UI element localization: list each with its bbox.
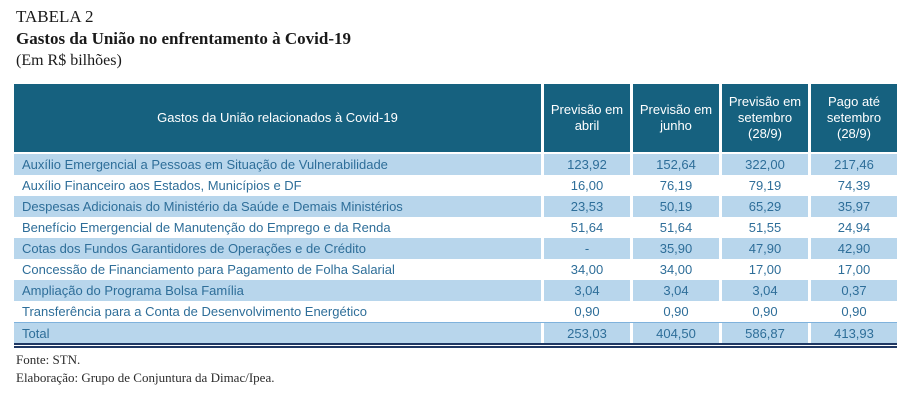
header-cell-june: Previsão em junho xyxy=(633,84,719,152)
row-value: 3,04 xyxy=(722,280,808,301)
table-row: Auxílio Emergencial a Pessoas em Situaçã… xyxy=(14,154,897,175)
row-value: 79,19 xyxy=(722,175,808,196)
header-cell-september: Previsão em setembro (28/9) xyxy=(722,84,808,152)
row-value: 16,00 xyxy=(544,175,630,196)
header-cell-paid: Pago até setembro (28/9) xyxy=(811,84,897,152)
row-value: 34,00 xyxy=(633,259,719,280)
table-row: Transferência para a Conta de Desenvolvi… xyxy=(14,301,897,322)
row-label: Auxílio Financeiro aos Estados, Municípi… xyxy=(14,175,541,196)
total-value: 253,03 xyxy=(544,323,630,343)
row-value: 76,19 xyxy=(633,175,719,196)
table-footnotes: Fonte: STN. Elaboração: Grupo de Conjunt… xyxy=(16,351,274,387)
row-value: 50,19 xyxy=(633,196,719,217)
row-value: 51,64 xyxy=(633,217,719,238)
row-label: Concessão de Financiamento para Pagament… xyxy=(14,259,541,280)
row-value: 35,90 xyxy=(633,238,719,259)
row-value: 35,97 xyxy=(811,196,897,217)
row-value: 17,00 xyxy=(722,259,808,280)
total-label: Total xyxy=(14,323,541,343)
covid-spending-table: Gastos da União relacionados à Covid-19 … xyxy=(14,84,897,348)
row-label: Auxílio Emergencial a Pessoas em Situaçã… xyxy=(14,154,541,175)
table-number: TABELA 2 xyxy=(16,7,94,26)
row-value: 0,90 xyxy=(544,301,630,322)
row-value: 65,29 xyxy=(722,196,808,217)
table-unit: (Em R$ bilhões) xyxy=(16,52,122,69)
table-title: Gastos da União no enfrentamento à Covid… xyxy=(16,29,351,48)
row-value: 3,04 xyxy=(633,280,719,301)
header-cell-april: Previsão em abril xyxy=(544,84,630,152)
row-value: 34,00 xyxy=(544,259,630,280)
source-note: Fonte: STN. xyxy=(16,352,81,367)
row-value: 322,00 xyxy=(722,154,808,175)
table-header-row: Gastos da União relacionados à Covid-19 … xyxy=(14,84,897,152)
row-value: 0,90 xyxy=(722,301,808,322)
row-value: 24,94 xyxy=(811,217,897,238)
table-row: Concessão de Financiamento para Pagament… xyxy=(14,259,897,280)
row-value: 0,37 xyxy=(811,280,897,301)
row-label: Benefício Emergencial de Manutenção do E… xyxy=(14,217,541,238)
total-value: 586,87 xyxy=(722,323,808,343)
row-value: 0,90 xyxy=(633,301,719,322)
elaboration-note: Elaboração: Grupo de Conjuntura da Dimac… xyxy=(16,370,275,385)
row-value: 123,92 xyxy=(544,154,630,175)
row-value: 152,64 xyxy=(633,154,719,175)
table-row: Benefício Emergencial de Manutenção do E… xyxy=(14,217,897,238)
table-title-block: TABELA 2 Gastos da União no enfrentament… xyxy=(16,6,351,71)
row-value: 51,64 xyxy=(544,217,630,238)
row-value: 47,90 xyxy=(722,238,808,259)
row-value: 51,55 xyxy=(722,217,808,238)
row-value: 17,00 xyxy=(811,259,897,280)
row-label: Transferência para a Conta de Desenvolvi… xyxy=(14,301,541,322)
row-value: - xyxy=(544,238,630,259)
row-value: 23,53 xyxy=(544,196,630,217)
table-total-row: Total 253,03 404,50 586,87 413,93 xyxy=(14,322,897,343)
table-row: Cotas dos Fundos Garantidores de Operaçõ… xyxy=(14,238,897,259)
row-value: 74,39 xyxy=(811,175,897,196)
row-label: Despesas Adicionais do Ministério da Saú… xyxy=(14,196,541,217)
row-value: 0,90 xyxy=(811,301,897,322)
row-value: 42,90 xyxy=(811,238,897,259)
table-row: Ampliação do Programa Bolsa Família 3,04… xyxy=(14,280,897,301)
total-value: 413,93 xyxy=(811,323,897,343)
row-label: Cotas dos Fundos Garantidores de Operaçõ… xyxy=(14,238,541,259)
header-cell-label: Gastos da União relacionados à Covid-19 xyxy=(14,84,541,152)
table-row: Auxílio Financeiro aos Estados, Municípi… xyxy=(14,175,897,196)
row-value: 217,46 xyxy=(811,154,897,175)
table-row: Despesas Adicionais do Ministério da Saú… xyxy=(14,196,897,217)
row-label: Ampliação do Programa Bolsa Família xyxy=(14,280,541,301)
row-value: 3,04 xyxy=(544,280,630,301)
total-value: 404,50 xyxy=(633,323,719,343)
